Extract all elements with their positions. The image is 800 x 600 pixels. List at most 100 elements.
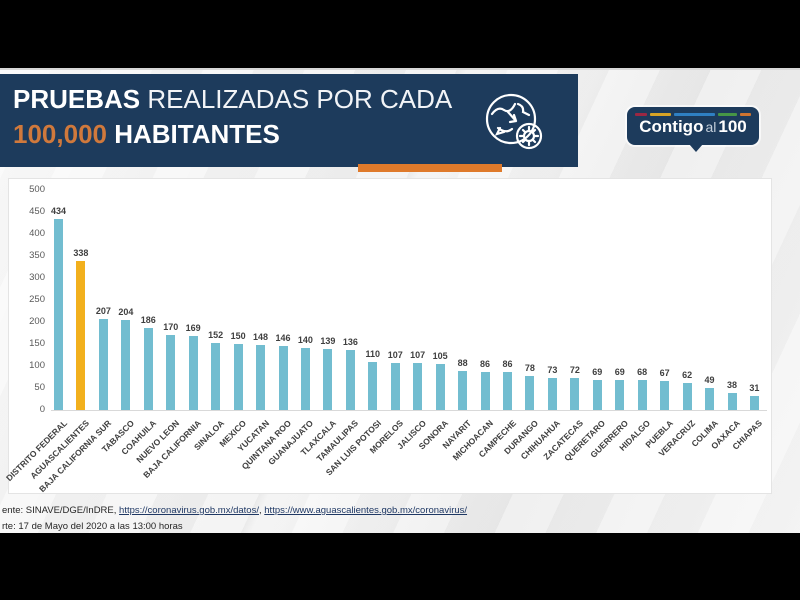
- bar-value-label: 88: [457, 358, 468, 369]
- y-axis-tick-label: 350: [29, 250, 45, 261]
- y-axis-tick-label: 200: [29, 316, 45, 327]
- title-line-2: 100,000 HABITANTES: [13, 119, 452, 154]
- source-link-coronavirus-gob[interactable]: https://coronavirus.gob.mx/datos/: [119, 505, 259, 516]
- bar-value-label: 338: [73, 248, 89, 259]
- y-axis-tick-label: 0: [39, 404, 45, 415]
- logo-stripe: [673, 113, 716, 116]
- bar-value-label: 148: [253, 331, 269, 342]
- bar-value-label: 136: [342, 337, 358, 348]
- logo-stripe: [739, 113, 751, 116]
- bar-oaxaca: [727, 393, 737, 410]
- bar-value-label: 434: [50, 206, 67, 217]
- bar-nayarit: [458, 371, 468, 410]
- source-footer: ente: SINAVE/DGE/InDRE, https://coronavi…: [2, 503, 467, 535]
- chart-panel: 0 50 100 150 200 250 300 350 400 450 500 434 DISTRIT…: [4, 178, 772, 494]
- bar-hidalgo: [637, 380, 647, 410]
- title-line1-rest: REALIZADAS POR CADA: [140, 84, 453, 114]
- bar-zacatecas: [570, 378, 580, 410]
- bar-value-label: 170: [163, 322, 179, 333]
- bar-guerrero: [615, 379, 625, 410]
- bar-value-label: 204: [118, 307, 134, 318]
- bar-value-label: 152: [208, 330, 224, 341]
- bar-value-label: 150: [230, 331, 246, 341]
- bar-durango: [525, 375, 535, 410]
- logo-text: Contigo al 100: [627, 117, 759, 137]
- bar-chihuahua: [547, 377, 557, 410]
- bar-guanajuato: [300, 348, 310, 410]
- bar-tlaxcala: [323, 348, 333, 410]
- y-axis-tick-label: 50: [34, 382, 45, 393]
- logo-stripe: [718, 113, 737, 116]
- bar-value-label: 69: [614, 366, 625, 377]
- bar-value-label: 107: [387, 349, 403, 360]
- y-axis-tick-label: 100: [29, 360, 45, 371]
- page-title: PRUEBAS REALIZADAS POR CADA 100,000 HABI…: [13, 84, 452, 154]
- bar-quintana-roo: [278, 345, 288, 410]
- source-prefix: ente: SINAVE/DGE/InDRE,: [2, 505, 120, 516]
- bar-value-label: 146: [275, 332, 291, 343]
- bar-value-label: 169: [185, 322, 201, 333]
- logo-word-al: al: [705, 119, 717, 135]
- bar-morelos: [390, 362, 400, 410]
- y-axis-tick-label: 250: [29, 294, 45, 305]
- bar-distrito-federal: [54, 219, 63, 410]
- bar-value-label: 49: [704, 375, 715, 386]
- bar-value-label: 73: [547, 364, 558, 375]
- bar-queretaro: [592, 379, 602, 410]
- bar-yucatan: [256, 344, 266, 410]
- logo-color-stripes: [635, 113, 751, 116]
- title-line2-rest: HABITANTES: [106, 119, 280, 149]
- bar-nuevo-leon: [166, 335, 176, 410]
- bar-value-label: 107: [410, 349, 426, 360]
- bar-value-label: 186: [140, 315, 156, 326]
- bar-coahuila: [143, 328, 153, 410]
- source-separator: ,: [258, 505, 265, 516]
- bar-colima: [705, 388, 715, 410]
- bar-value-label: 67: [659, 367, 670, 378]
- accent-bar: [358, 164, 502, 172]
- bar-value-label: 86: [502, 359, 513, 370]
- bar-michoacan: [480, 372, 490, 410]
- bar-value-label: 86: [480, 359, 491, 370]
- bar-value-label: 110: [365, 348, 381, 359]
- x-axis-line: [51, 410, 767, 411]
- source-line: ente: SINAVE/DGE/InDRE, https://coronavi…: [2, 503, 467, 519]
- bar-puebla: [660, 380, 670, 410]
- logo-speech-tail: [689, 144, 703, 152]
- bar-mexico: [233, 344, 243, 410]
- logo-stripe: [650, 113, 671, 116]
- header-panel: PRUEBAS REALIZADAS POR CADA 100,000 HABI…: [0, 74, 578, 167]
- bar-san-luis-potosi: [368, 361, 378, 410]
- logo-stripe: [635, 113, 648, 116]
- bar-veracruz: [682, 382, 692, 410]
- bar-value-label: 62: [682, 369, 693, 380]
- source-link-aguascalientes[interactable]: https://www.aguascalientes.gob.mx/corona…: [264, 505, 468, 516]
- y-axis-tick-label: 150: [29, 338, 45, 349]
- title-word-pruebas: PRUEBAS: [13, 84, 141, 114]
- cutoff-line: rte: 17 de Mayo del 2020 a las 13:00 hor…: [2, 521, 183, 532]
- bar-value-label: 68: [637, 367, 648, 378]
- bar-baja-california-sur: [98, 318, 108, 410]
- bar-value-label: 72: [569, 365, 580, 376]
- bar-jalisco: [413, 362, 423, 410]
- bar-sonora: [435, 363, 445, 410]
- bar-aguascalientes: [76, 261, 86, 410]
- y-axis-tick-label: 450: [29, 206, 45, 217]
- logo-word-contigo: Contigo: [639, 117, 704, 136]
- bar-baja-california: [188, 335, 198, 410]
- bar-tamaulipas: [345, 350, 355, 410]
- bar-value-label: 31: [749, 383, 760, 394]
- bar-value-label: 207: [95, 305, 111, 316]
- bar-value-label: 105: [432, 350, 448, 361]
- bar-value-label: 139: [320, 335, 336, 346]
- bar-campeche: [503, 372, 512, 410]
- title-line-1: PRUEBAS REALIZADAS POR CADA: [13, 84, 452, 119]
- logo-word-100: 100: [718, 117, 747, 136]
- contigo-al-100-logo: Contigo al 100: [627, 107, 759, 152]
- bar-value-label: 78: [524, 362, 535, 373]
- slide: PRUEBAS REALIZADAS POR CADA 100,000 HABI…: [0, 68, 800, 533]
- bar-value-label: 140: [297, 335, 313, 346]
- globe-virus-icon: [485, 93, 543, 150]
- title-number-accent: 100,000: [13, 119, 107, 149]
